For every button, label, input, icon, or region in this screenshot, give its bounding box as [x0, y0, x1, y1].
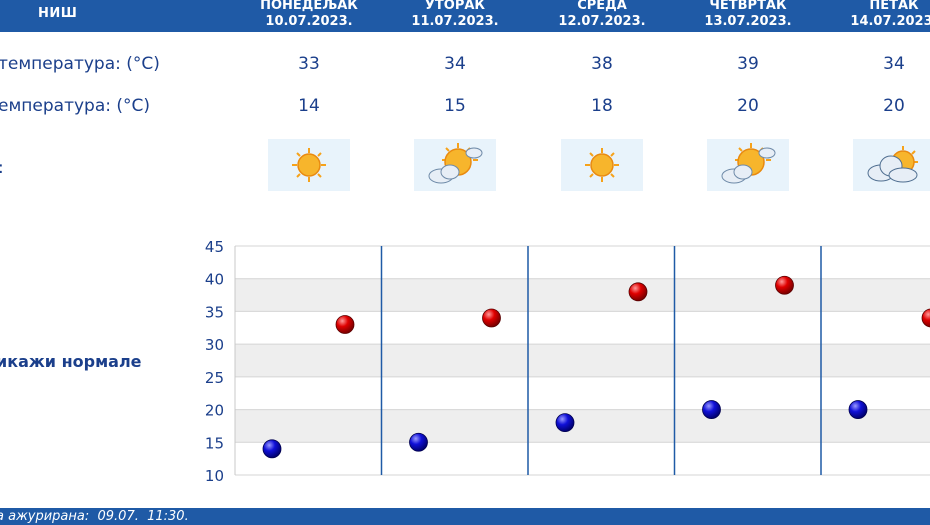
weather-icon-cell [853, 139, 930, 191]
y-tick-label: 30 [205, 336, 224, 354]
max-temp-cell: 33 [298, 54, 320, 74]
y-tick-label: 10 [205, 467, 224, 485]
max-temp-cell: 38 [591, 54, 613, 74]
day-name: ПЕТАК [869, 0, 919, 13]
grid-band [235, 344, 930, 377]
day-date: 12.07.2023. [558, 14, 646, 29]
sun-icon [292, 148, 326, 182]
max-temp-point [921, 308, 930, 328]
last-updated-text: а ажурирана: 09.07. 11:30. [0, 509, 189, 524]
sun-cloud-icon [721, 143, 776, 184]
y-tick-label: 35 [205, 303, 224, 321]
max-temp-cell: 34 [444, 54, 466, 74]
y-tick-label: 25 [205, 369, 224, 387]
y-tick-label: 40 [205, 271, 224, 289]
day-date: 11.07.2023. [411, 14, 499, 29]
weather-icon-cell [414, 139, 496, 191]
min-temp-cell: 15 [444, 96, 466, 116]
grid-band [235, 409, 930, 443]
day-name: ЧЕТВРТАК [709, 0, 787, 13]
weather-icon-cell [268, 139, 350, 191]
day-header-2: УТОРАК 11.07.2023. [390, 0, 520, 30]
min-temp-cell: 20 [737, 96, 759, 116]
sun-cloud-icon [428, 143, 483, 184]
weather-icon-cell [561, 139, 643, 191]
day-name: УТОРАК [424, 0, 486, 13]
max-temp-label: температура: (°C) [0, 54, 160, 74]
min-temp-point [702, 400, 721, 419]
day-header-3: СРЕДА 12.07.2023. [537, 0, 667, 30]
forecast-header: НИШ ПОНЕДЕЉАК 10.07.2023. УТОРАК 11.07.2… [0, 0, 930, 32]
day-name: СРЕДА [577, 0, 627, 13]
temperature-chart: 45 40 35 30 25 20 15 10 [205, 238, 930, 485]
cloud-sun-icon [867, 146, 918, 183]
max-temp-cell: 34 [883, 54, 905, 74]
city-name: НИШ [38, 6, 78, 21]
max-temp-cell: 39 [737, 54, 759, 74]
min-temp-point [262, 439, 282, 459]
weather-icon-cell [707, 139, 789, 191]
footer-bar: а ажурирана: 09.07. 11:30. [0, 508, 930, 525]
max-temp-point [775, 275, 794, 295]
day-header-1: ПОНЕДЕЉАК 10.07.2023. [244, 0, 374, 30]
y-tick-label: 15 [205, 434, 224, 452]
max-temp-point [335, 315, 355, 334]
day-header-5: ПЕТАК 14.07.2023. [829, 0, 930, 30]
max-temp-point [628, 282, 648, 302]
min-temp-point [555, 413, 575, 433]
day-date: 10.07.2023. [265, 14, 353, 29]
day-date: 14.07.2023. [850, 14, 930, 29]
min-temp-cell: 18 [591, 96, 613, 116]
day-date: 13.07.2023. [704, 14, 792, 29]
y-tick-label: 20 [205, 402, 224, 420]
min-temp-cell: 20 [883, 96, 905, 116]
day-name: ПОНЕДЕЉАК [260, 0, 358, 13]
min-temp-point [409, 432, 428, 452]
min-temp-point [848, 400, 868, 419]
weather-label: : [0, 158, 4, 178]
grid-band [235, 278, 930, 312]
day-header-4: ЧЕТВРТАК 13.07.2023. [683, 0, 813, 30]
min-temp-cell: 14 [298, 96, 320, 116]
sun-icon [585, 148, 619, 182]
y-tick-label: 45 [205, 238, 224, 256]
min-temp-label: емпература: (°C) [0, 96, 151, 116]
show-normals-toggle[interactable]: икажи нормале [0, 352, 142, 371]
max-temp-point [482, 308, 501, 328]
